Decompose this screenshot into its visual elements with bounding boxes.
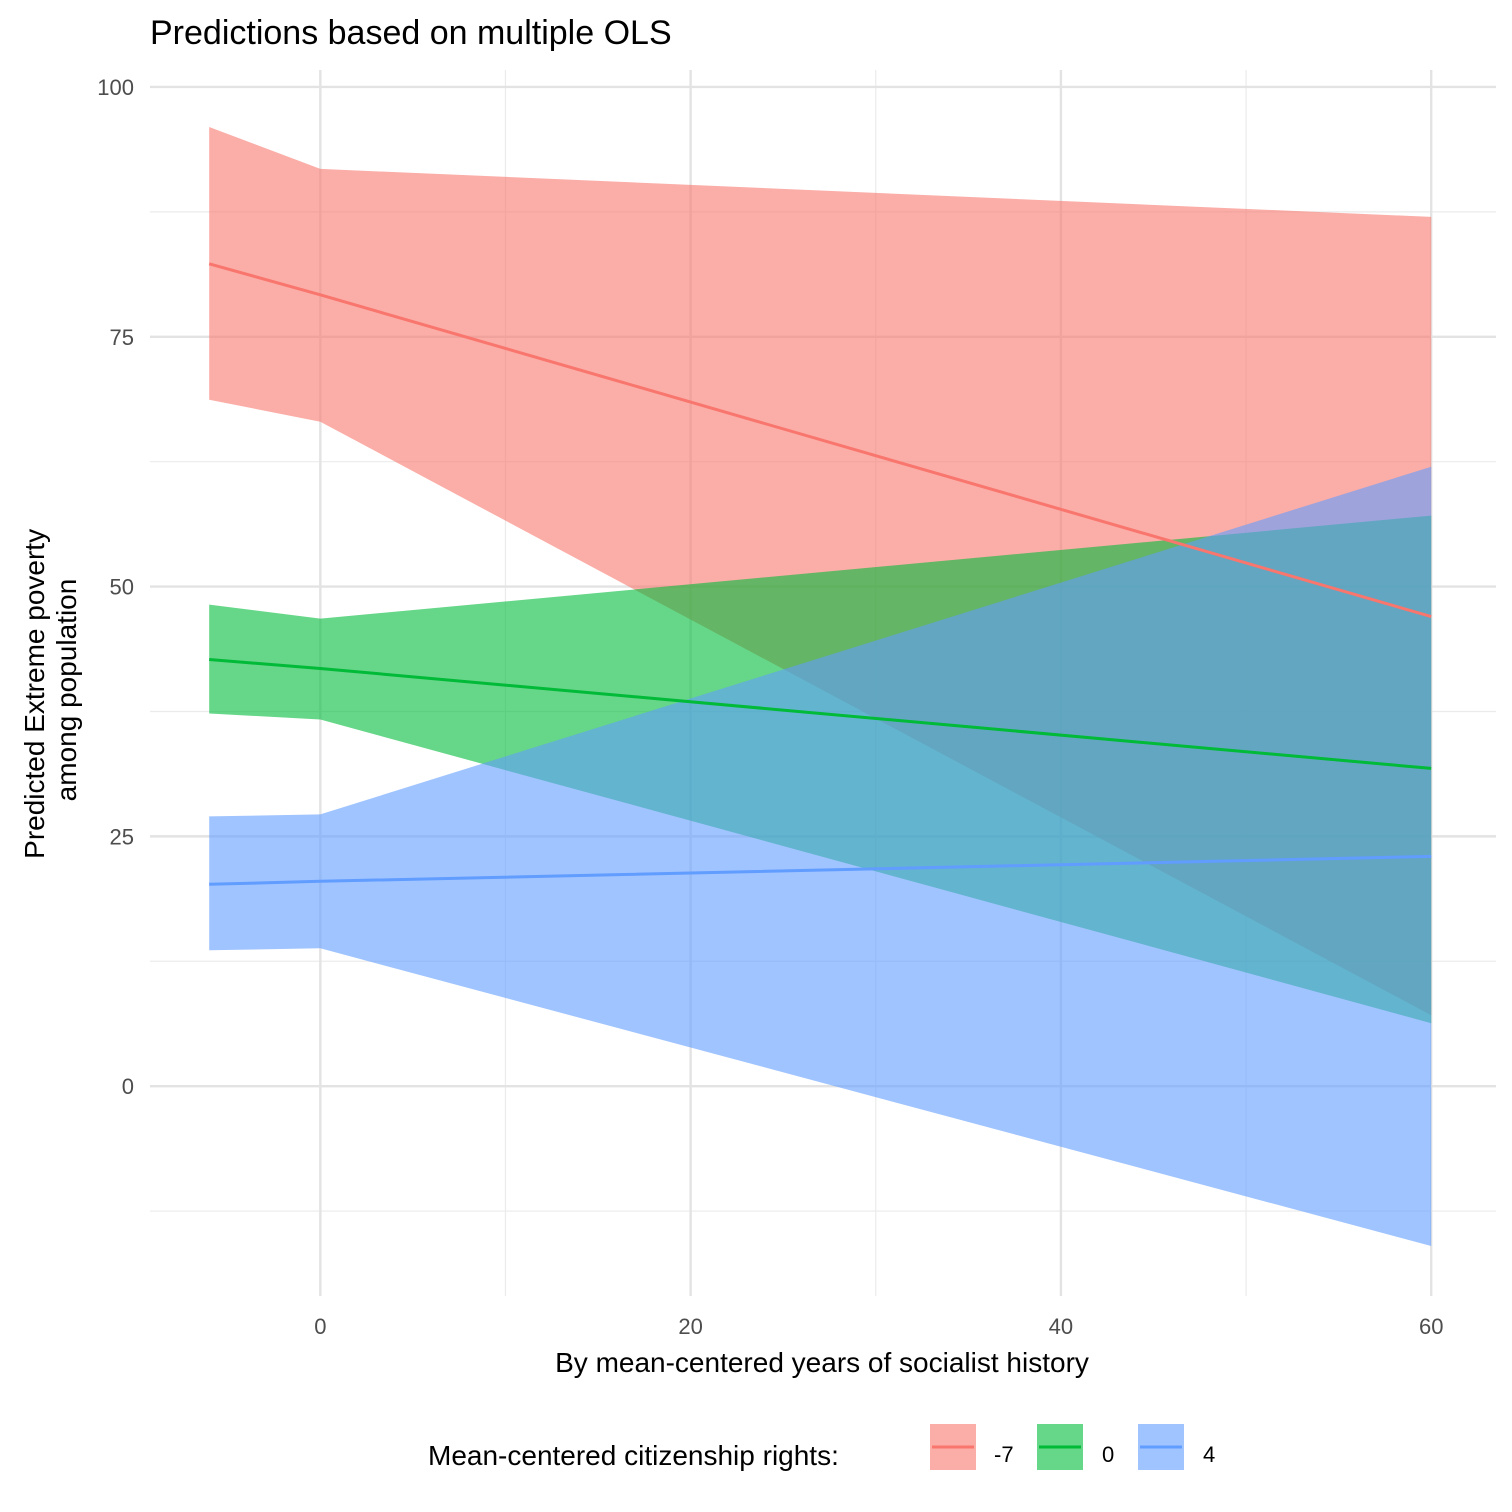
x-tick-label: 20 bbox=[678, 1314, 702, 1339]
confidence-band-4 bbox=[209, 466, 1432, 1246]
y-tick-label: 75 bbox=[110, 325, 134, 350]
x-axis-title: By mean-centered years of socialist hist… bbox=[555, 1347, 1089, 1378]
y-tick-label: 25 bbox=[110, 824, 134, 849]
y-axis-title-line-1: Predicted Extreme poverty bbox=[19, 529, 50, 859]
confidence-bands bbox=[209, 127, 1432, 1246]
x-tick-label: 60 bbox=[1419, 1314, 1443, 1339]
y-tick-label: 100 bbox=[97, 75, 134, 100]
chart-title: Predictions based on multiple OLS bbox=[150, 14, 672, 52]
x-tick-labels: 0 20 40 60 bbox=[314, 1314, 1443, 1339]
x-tick-label: 0 bbox=[314, 1314, 326, 1339]
legend-title: Mean-centered citizenship rights: bbox=[428, 1440, 839, 1471]
prediction-line--7 bbox=[208, 262, 1432, 619]
legend-label-0: 0 bbox=[1102, 1442, 1114, 1467]
prediction-lines bbox=[208, 262, 1432, 886]
legend: Mean-centered citizenship rights: -7 0 4 bbox=[428, 1424, 1215, 1471]
prediction-line-4 bbox=[209, 854, 1432, 886]
legend-label--7: -7 bbox=[994, 1442, 1014, 1467]
y-tick-label: 50 bbox=[110, 575, 134, 600]
x-tick-label: 40 bbox=[1049, 1314, 1073, 1339]
y-tick-labels: 0 25 50 75 100 bbox=[97, 75, 134, 1099]
y-axis-title: Predicted Extreme poverty among populati… bbox=[19, 521, 82, 859]
y-axis-title-line-2: among population bbox=[51, 579, 82, 802]
y-tick-label: 0 bbox=[122, 1074, 134, 1099]
legend-label-4: 4 bbox=[1203, 1442, 1215, 1467]
prediction-line-0 bbox=[209, 658, 1432, 770]
